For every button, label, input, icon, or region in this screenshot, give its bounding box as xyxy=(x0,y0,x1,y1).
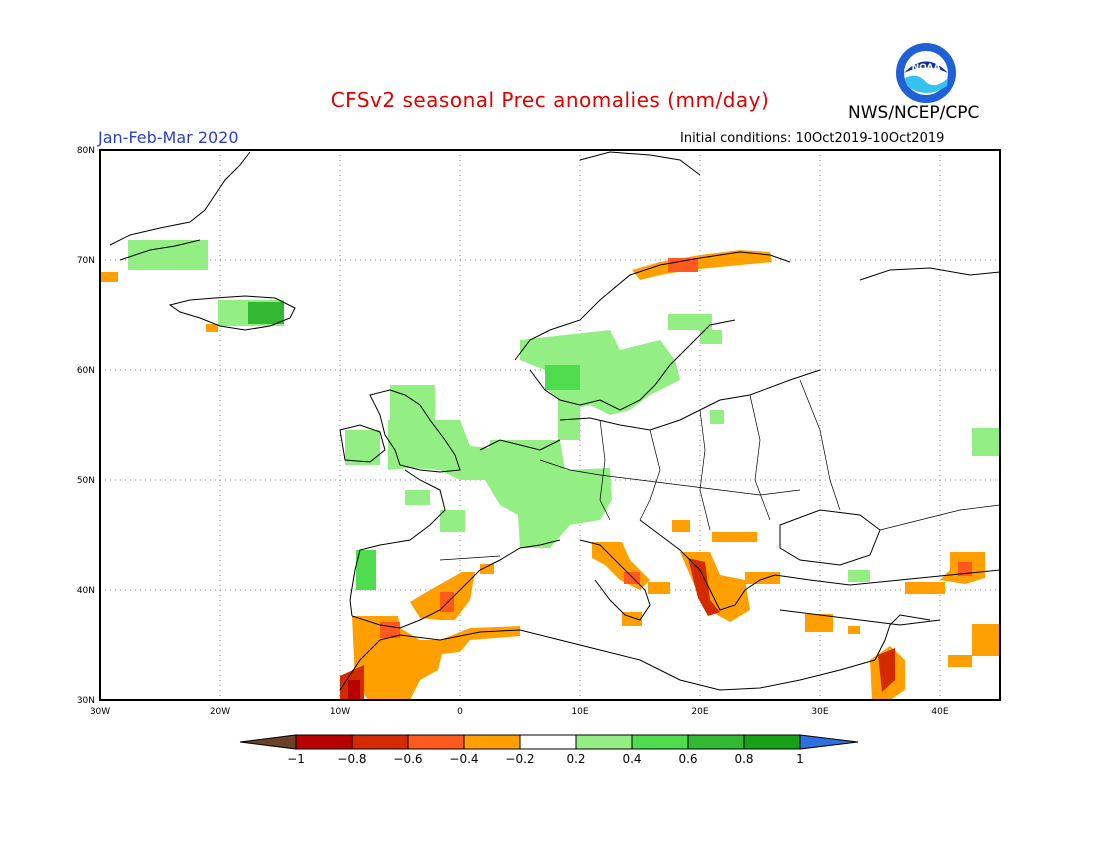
lat-label: 50N xyxy=(77,476,95,486)
colorbar-label: 0.2 xyxy=(566,752,585,766)
colorbar-swatch xyxy=(351,734,409,750)
country-borders xyxy=(439,379,1001,561)
colorbar-swatch xyxy=(519,734,577,750)
lat-label: 80N xyxy=(77,146,95,156)
lat-label: 60N xyxy=(77,366,95,376)
colorbar-label: −0.8 xyxy=(337,752,366,766)
colorbar-label: −1 xyxy=(287,752,305,766)
colorbar-low-arrow xyxy=(239,734,297,750)
map-title: CFSv2 seasonal Prec anomalies (mm/day) xyxy=(330,88,770,112)
lat-label: 70N xyxy=(77,256,95,266)
lon-label: 10E xyxy=(571,707,588,717)
latitude-labels: 80N 70N 60N 50N 40N 30N xyxy=(77,146,95,706)
colorbar-swatch xyxy=(407,734,465,750)
agency-label: NWS/NCEP/CPC xyxy=(848,103,980,123)
coastlines xyxy=(109,151,1001,691)
initial-conditions: Initial conditions: 10Oct2019-10Oct2019 xyxy=(680,131,945,146)
colorbar-label: −0.6 xyxy=(393,752,422,766)
colorbar-swatch xyxy=(575,734,633,750)
colorbar-label: 0.4 xyxy=(622,752,641,766)
positive-anomaly-areas xyxy=(128,240,1000,590)
forecast-period: Jan-Feb-Mar 2020 xyxy=(98,128,239,147)
lat-label: 40N xyxy=(77,586,95,596)
longitude-labels: 30W 20W 10W 0 10E 20E 30E 40E xyxy=(90,707,949,717)
colorbar-label: 1 xyxy=(796,752,804,766)
lon-label: 30E xyxy=(811,707,828,717)
noaa-logo-icon: NOAA xyxy=(896,43,956,103)
lon-label: 20E xyxy=(691,707,708,717)
colorbar-label: −0.4 xyxy=(449,752,478,766)
colorbar-swatch xyxy=(687,734,745,750)
colorbar-high-arrow xyxy=(799,734,859,750)
colorbar-swatch xyxy=(743,734,801,750)
colorbar-label: 0.6 xyxy=(678,752,697,766)
colorbar-swatch xyxy=(631,734,689,750)
colorbar-swatch xyxy=(295,734,353,750)
lon-label: 0 xyxy=(457,707,463,717)
colorbar-label: −0.2 xyxy=(505,752,534,766)
lon-label: 10W xyxy=(330,707,350,717)
colorbar-swatch xyxy=(463,734,521,750)
lon-label: 20W xyxy=(210,707,230,717)
lon-label: 30W xyxy=(90,707,110,717)
colorbar-label: 0.8 xyxy=(734,752,753,766)
lat-label: 30N xyxy=(77,696,95,706)
map-frame xyxy=(99,149,1001,701)
svg-text:NOAA: NOAA xyxy=(912,63,941,73)
lon-label: 40E xyxy=(931,707,948,717)
